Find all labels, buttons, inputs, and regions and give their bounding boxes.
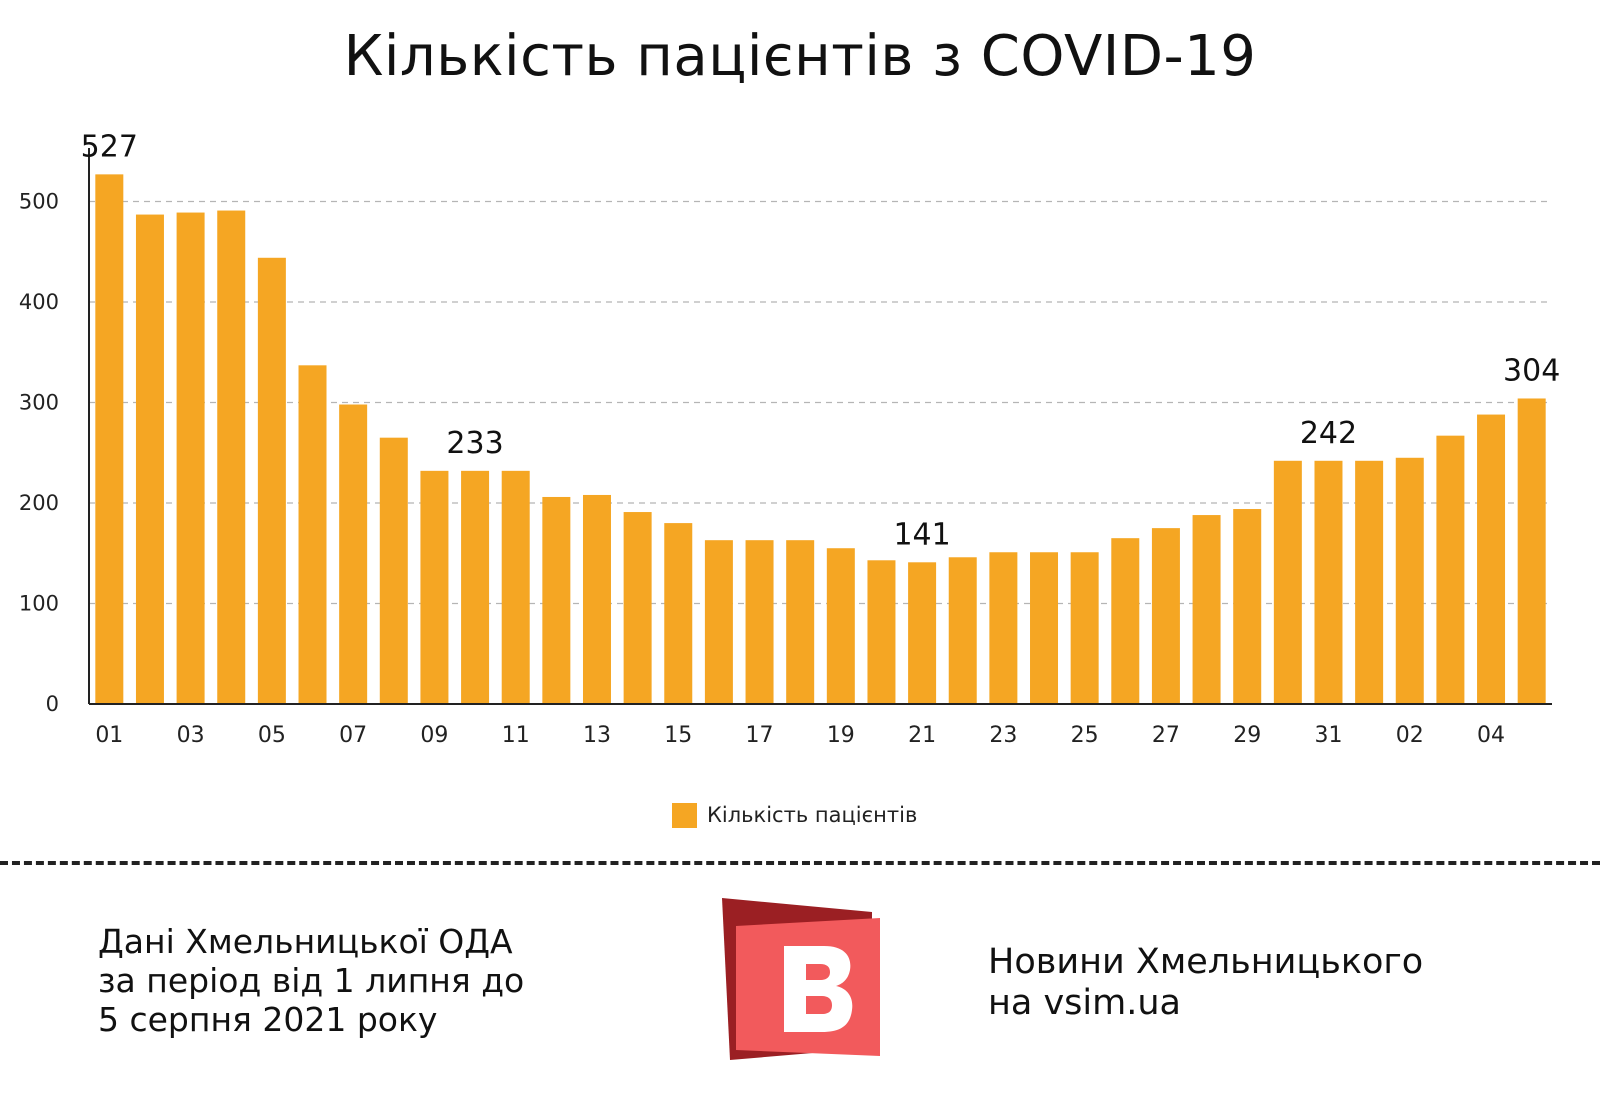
y-tick-label: 500 [19,190,59,214]
x-tick-label: 07 [339,723,367,748]
bar [217,210,246,705]
bar [379,437,408,704]
legend: Кількість пацієнтів [672,800,917,830]
logo-letter-b [784,946,853,1032]
bar [1233,509,1262,704]
bar [1070,552,1099,704]
bar [826,548,855,704]
x-tick-label: 31 [1314,723,1342,748]
data-label: 233 [446,426,503,461]
y-tick-label: 200 [19,491,59,515]
x-tick-label: 03 [177,723,205,748]
data-labels: 527 233 141 242 304 [81,129,1561,552]
bar [623,512,652,704]
y-tick-label: 400 [19,290,59,314]
bar [1111,538,1140,704]
bar [298,365,327,704]
bar [176,212,205,704]
bar [1192,515,1221,704]
y-tick-label: 0 [46,692,59,716]
bar [582,494,611,704]
bar [1395,457,1424,704]
bar [664,523,693,704]
bar [745,540,774,704]
data-label: 242 [1300,416,1357,451]
bar [1355,460,1384,704]
x-tick-label: 09 [420,723,448,748]
x-tick-label: 25 [1071,723,1099,748]
x-tick-label: 13 [583,723,611,748]
bar [339,404,368,704]
dashed-divider [0,861,1600,865]
bar [95,174,124,705]
bar [1436,435,1465,704]
x-tick-label: 02 [1396,723,1424,748]
source-note: Дані Хмельницької ОДА за період від 1 ли… [98,922,525,1039]
y-tick-label: 100 [19,592,59,616]
x-tick-label: 21 [908,723,936,748]
bar [1030,552,1059,704]
data-label: 527 [81,129,138,164]
y-tick-label: 300 [19,391,59,415]
x-tick-label: 05 [258,723,286,748]
bars [95,174,1546,705]
axes: 0 100 200 300 400 500 01 03 05 07 09 11 13 15 17 19 21 23… [19,148,1552,748]
x-tick-label: 19 [827,723,855,748]
legend-swatch [672,802,697,828]
bar [786,540,815,704]
bar [948,557,977,704]
bar [1151,528,1180,704]
x-tick-label: 01 [95,723,123,748]
bar [135,214,164,704]
bar-chart: 0 100 200 300 400 500 01 03 05 07 09 11 13 15 17 19 21 23… [19,129,1561,748]
x-tick-label: 15 [664,723,692,748]
x-tick-label: 29 [1233,723,1261,748]
bar [501,470,530,704]
grid-lines [89,200,1552,605]
bar [542,496,571,704]
bar [1273,460,1302,704]
x-tick-label: 17 [746,723,774,748]
x-tick-label: 23 [989,723,1017,748]
bar [908,562,937,704]
bar [461,470,490,704]
x-tick-label: 04 [1477,723,1505,748]
bar [989,552,1018,704]
x-tick-label: 27 [1152,723,1180,748]
bar [1314,460,1343,704]
bar [257,257,286,704]
bar [420,470,449,704]
bar [867,560,896,704]
data-label: 141 [893,517,950,552]
x-tick-label: 11 [502,723,530,748]
chart-title: Кількість пацієнтів з COVID-19 [343,24,1257,89]
vsim-logo [722,898,880,1060]
site-credit: Новини Хмельницького на vsim.ua [988,942,1424,1023]
data-label: 304 [1503,353,1560,388]
bar [704,540,733,704]
bar [1477,414,1506,704]
legend-label: Кількість пацієнтів [707,803,918,827]
bar [1517,398,1546,704]
